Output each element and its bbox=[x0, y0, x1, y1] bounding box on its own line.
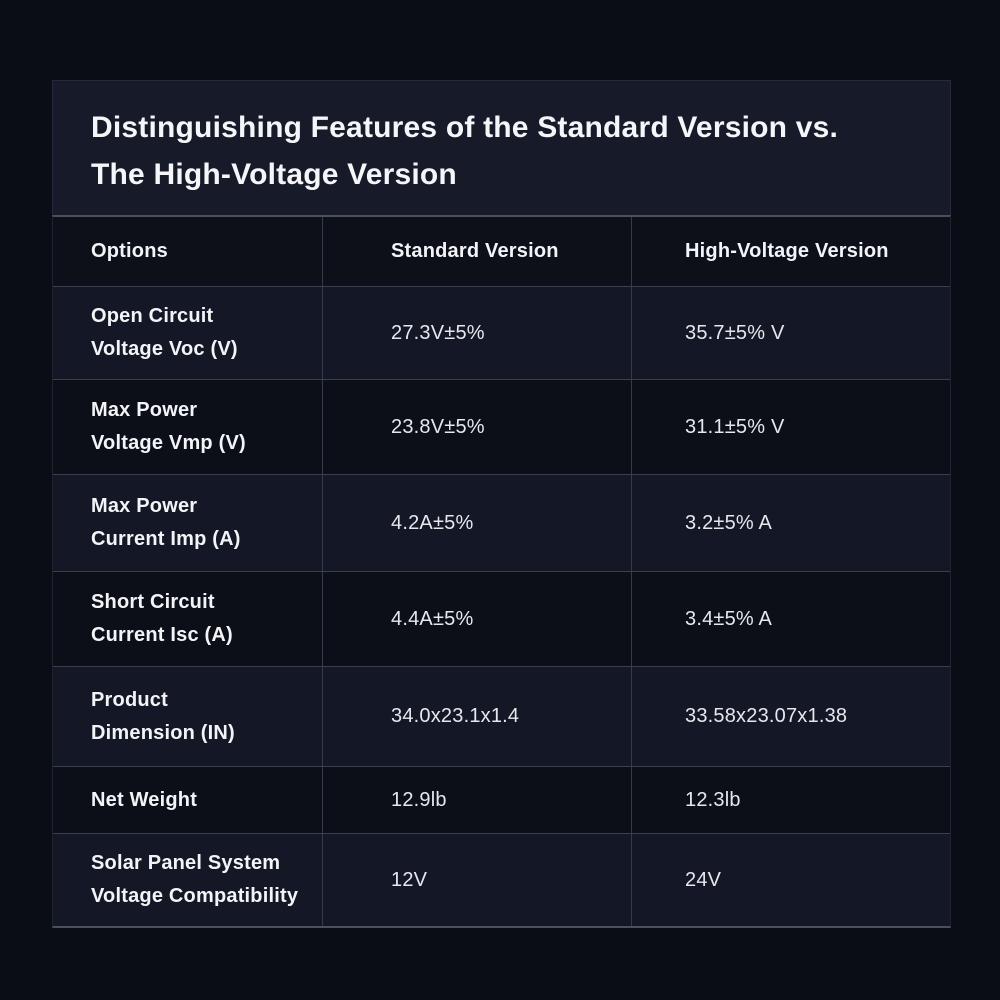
column-header-high-voltage-version: High-Voltage Version bbox=[631, 217, 950, 286]
table-row-system-voltage-compatibility: Solar Panel System Voltage Compatibility… bbox=[53, 833, 950, 926]
option-label-line: Net Weight bbox=[91, 788, 198, 811]
spec-comparison-table: Options Standard Version High-Voltage Ve… bbox=[52, 215, 951, 928]
standard-version-value: 34.0x23.1x1.4 bbox=[322, 667, 631, 766]
high-voltage-version-value: 31.1±5% V bbox=[631, 380, 950, 474]
high-voltage-version-value: 35.7±5% V bbox=[631, 287, 950, 379]
row-option-label: Net Weight bbox=[53, 767, 322, 833]
page-title-line-2: The High-Voltage Version bbox=[91, 158, 457, 191]
option-label-line: Current Isc (A) bbox=[91, 624, 233, 646]
high-voltage-version-value: 33.58x23.07x1.38 bbox=[631, 667, 950, 766]
option-label-line: Voltage Voc (V) bbox=[91, 338, 238, 360]
high-voltage-version-value: 12.3lb bbox=[631, 767, 950, 833]
row-option-label: Solar Panel System Voltage Compatibility bbox=[53, 834, 322, 926]
option-label-line: Dimension (IN) bbox=[91, 721, 235, 744]
option-label-line: Open Circuit bbox=[91, 305, 214, 327]
row-option-label: Max Power Voltage Vmp (V) bbox=[53, 380, 322, 474]
option-label-line: Product bbox=[91, 688, 168, 711]
card-title-block: Distinguishing Features of the Standard … bbox=[52, 80, 951, 215]
table-row-short-circuit-current: Short Circuit Current Isc (A) 4.4A±5% 3.… bbox=[53, 571, 950, 666]
table-row-max-power-voltage: Max Power Voltage Vmp (V) 23.8V±5% 31.1±… bbox=[53, 379, 950, 474]
row-option-label: Open Circuit Voltage Voc (V) bbox=[53, 287, 322, 379]
comparison-card: Distinguishing Features of the Standard … bbox=[52, 80, 951, 928]
standard-version-value: 4.2A±5% bbox=[322, 475, 631, 571]
standard-version-value: 27.3V±5% bbox=[322, 287, 631, 379]
high-voltage-version-value: 24V bbox=[631, 834, 950, 926]
table-row-max-power-current: Max Power Current Imp (A) 4.2A±5% 3.2±5%… bbox=[53, 474, 950, 571]
table-row-net-weight: Net Weight 12.9lb 12.3lb bbox=[53, 766, 950, 833]
option-label-line: Max Power bbox=[91, 495, 198, 517]
row-option-label: Max Power Current Imp (A) bbox=[53, 475, 322, 571]
column-header-standard-version: Standard Version bbox=[322, 217, 631, 286]
row-option-label: Short Circuit Current Isc (A) bbox=[53, 572, 322, 666]
standard-version-value: 12.9lb bbox=[322, 767, 631, 833]
option-label-line: Max Power bbox=[91, 399, 198, 421]
table-row-open-circuit-voltage: Open Circuit Voltage Voc (V) 27.3V±5% 35… bbox=[53, 286, 950, 379]
table-header-row: Options Standard Version High-Voltage Ve… bbox=[53, 217, 950, 286]
standard-version-value: 4.4A±5% bbox=[322, 572, 631, 666]
standard-version-value: 12V bbox=[322, 834, 631, 926]
high-voltage-version-value: 3.2±5% A bbox=[631, 475, 950, 571]
page-title-line-1: Distinguishing Features of the Standard … bbox=[91, 111, 839, 144]
table-row-product-dimension: Product Dimension (IN) 34.0x23.1x1.4 33.… bbox=[53, 666, 950, 766]
high-voltage-version-value: 3.4±5% A bbox=[631, 572, 950, 666]
option-label-line: Solar Panel System bbox=[91, 852, 281, 874]
option-label-line: Voltage Vmp (V) bbox=[91, 432, 246, 454]
option-label-line: Voltage Compatibility bbox=[91, 885, 299, 907]
row-option-label: Product Dimension (IN) bbox=[53, 667, 322, 766]
column-header-options: Options bbox=[91, 240, 168, 262]
standard-version-value: 23.8V±5% bbox=[322, 380, 631, 474]
option-label-line: Current Imp (A) bbox=[91, 528, 241, 550]
option-label-line: Short Circuit bbox=[91, 591, 215, 613]
